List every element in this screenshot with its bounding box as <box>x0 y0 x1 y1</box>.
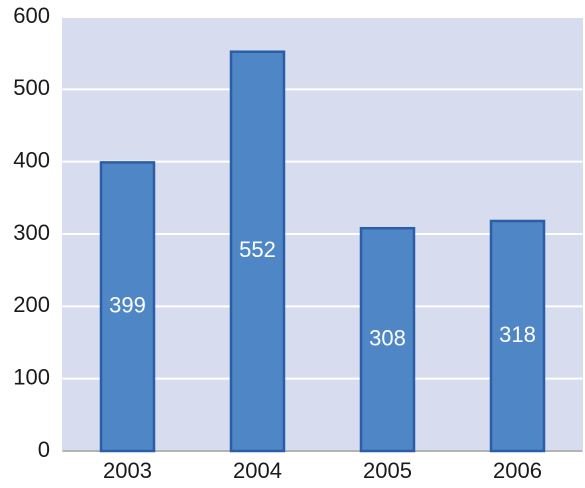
bar <box>359 226 416 453</box>
x-tick-label: 2006 <box>493 458 542 483</box>
y-tick-label: 100 <box>13 364 50 389</box>
data-label: 318 <box>499 322 536 347</box>
bar <box>489 219 546 453</box>
bar <box>99 161 156 453</box>
bar <box>229 50 286 453</box>
data-label: 552 <box>239 237 276 262</box>
x-tick-label: 2004 <box>233 458 282 483</box>
y-tick-label: 400 <box>13 147 50 172</box>
y-tick-label: 600 <box>13 3 50 28</box>
y-tick-label: 0 <box>38 437 50 462</box>
y-tick-label: 300 <box>13 220 50 245</box>
x-tick-label: 2003 <box>103 458 152 483</box>
data-label: 308 <box>369 325 406 350</box>
x-tick-label: 2005 <box>363 458 412 483</box>
y-tick-label: 500 <box>13 75 50 100</box>
y-tick-label: 200 <box>13 292 50 317</box>
data-label: 399 <box>109 293 146 318</box>
